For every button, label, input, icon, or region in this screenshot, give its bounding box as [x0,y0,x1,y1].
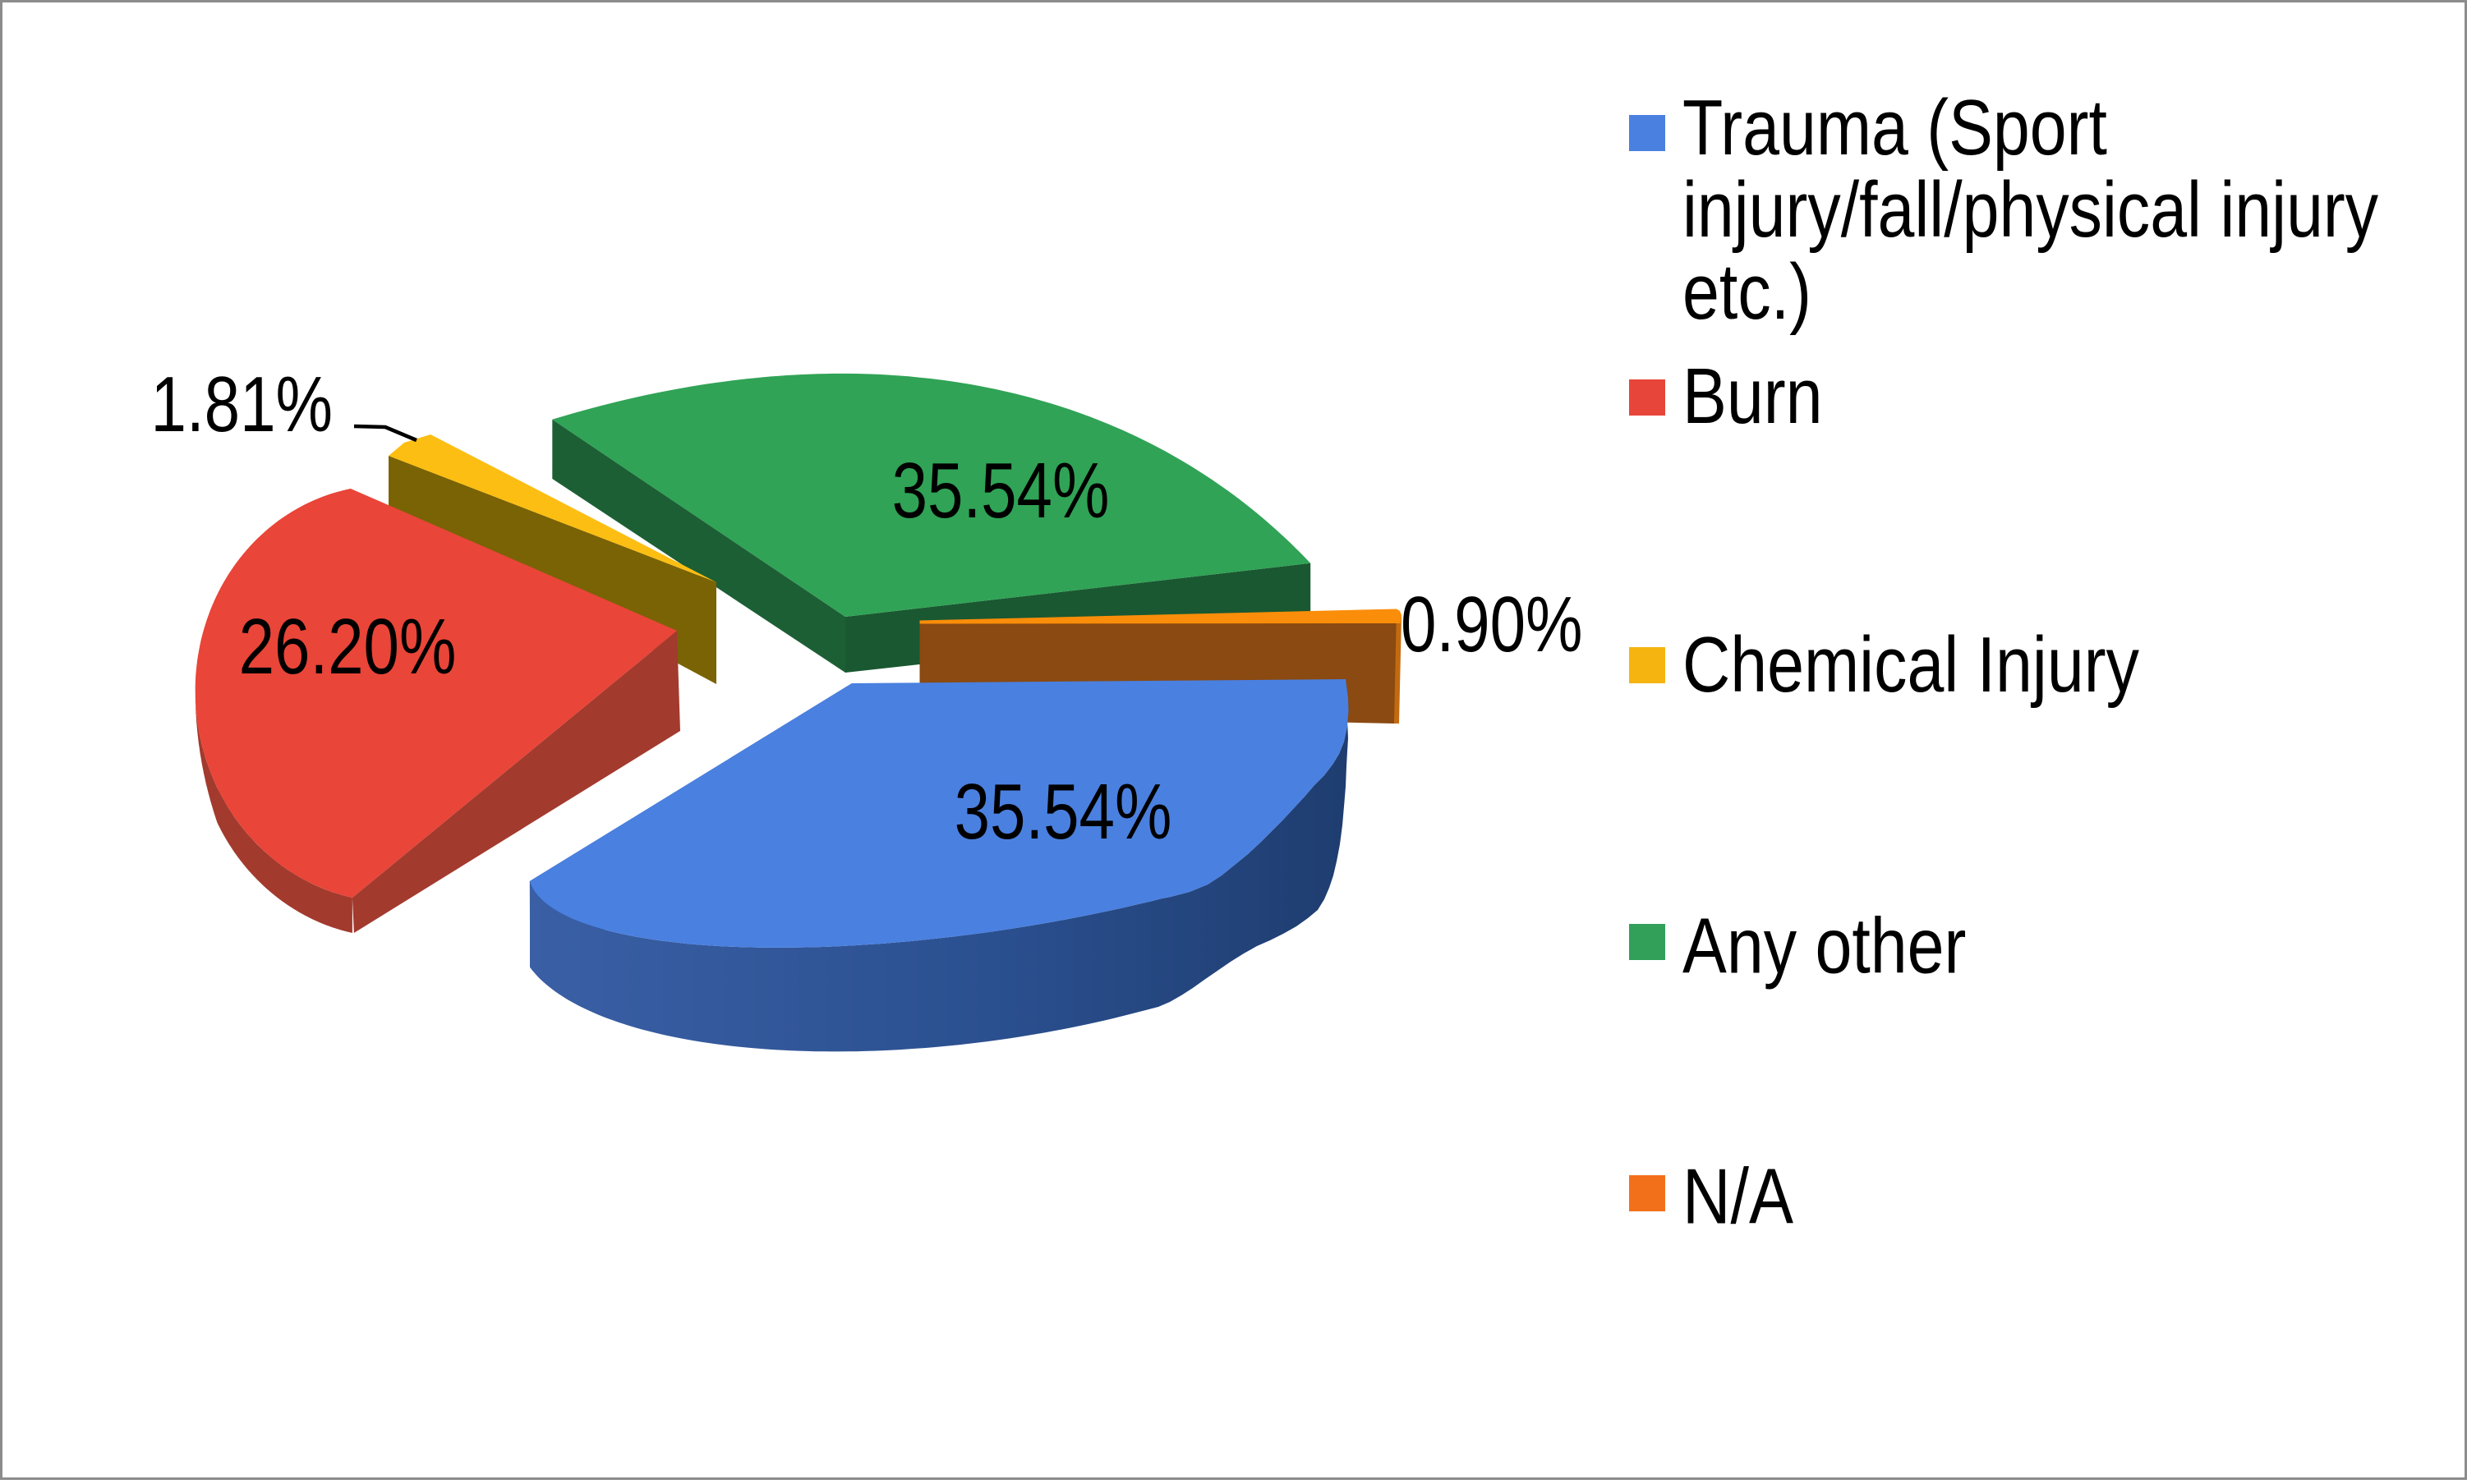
svg-text:Any other: Any other [1682,903,1966,990]
svg-text:Chemical Injury: Chemical Injury [1682,621,2139,709]
svg-text:N/A: N/A [1682,1153,1793,1241]
svg-text:0.90%: 0.90% [1401,581,1583,668]
svg-text:etc.): etc.) [1682,248,1811,336]
svg-text:Trauma (Sport: Trauma (Sport [1682,84,2107,172]
svg-text:1.81%: 1.81% [151,361,334,448]
svg-text:35.54%: 35.54% [892,447,1110,535]
svg-text:injury/fall/physical injury: injury/fall/physical injury [1682,166,2378,254]
svg-text:35.54%: 35.54% [955,768,1172,856]
svg-text:Burn: Burn [1682,352,1823,440]
svg-text:26.20%: 26.20% [239,603,457,691]
